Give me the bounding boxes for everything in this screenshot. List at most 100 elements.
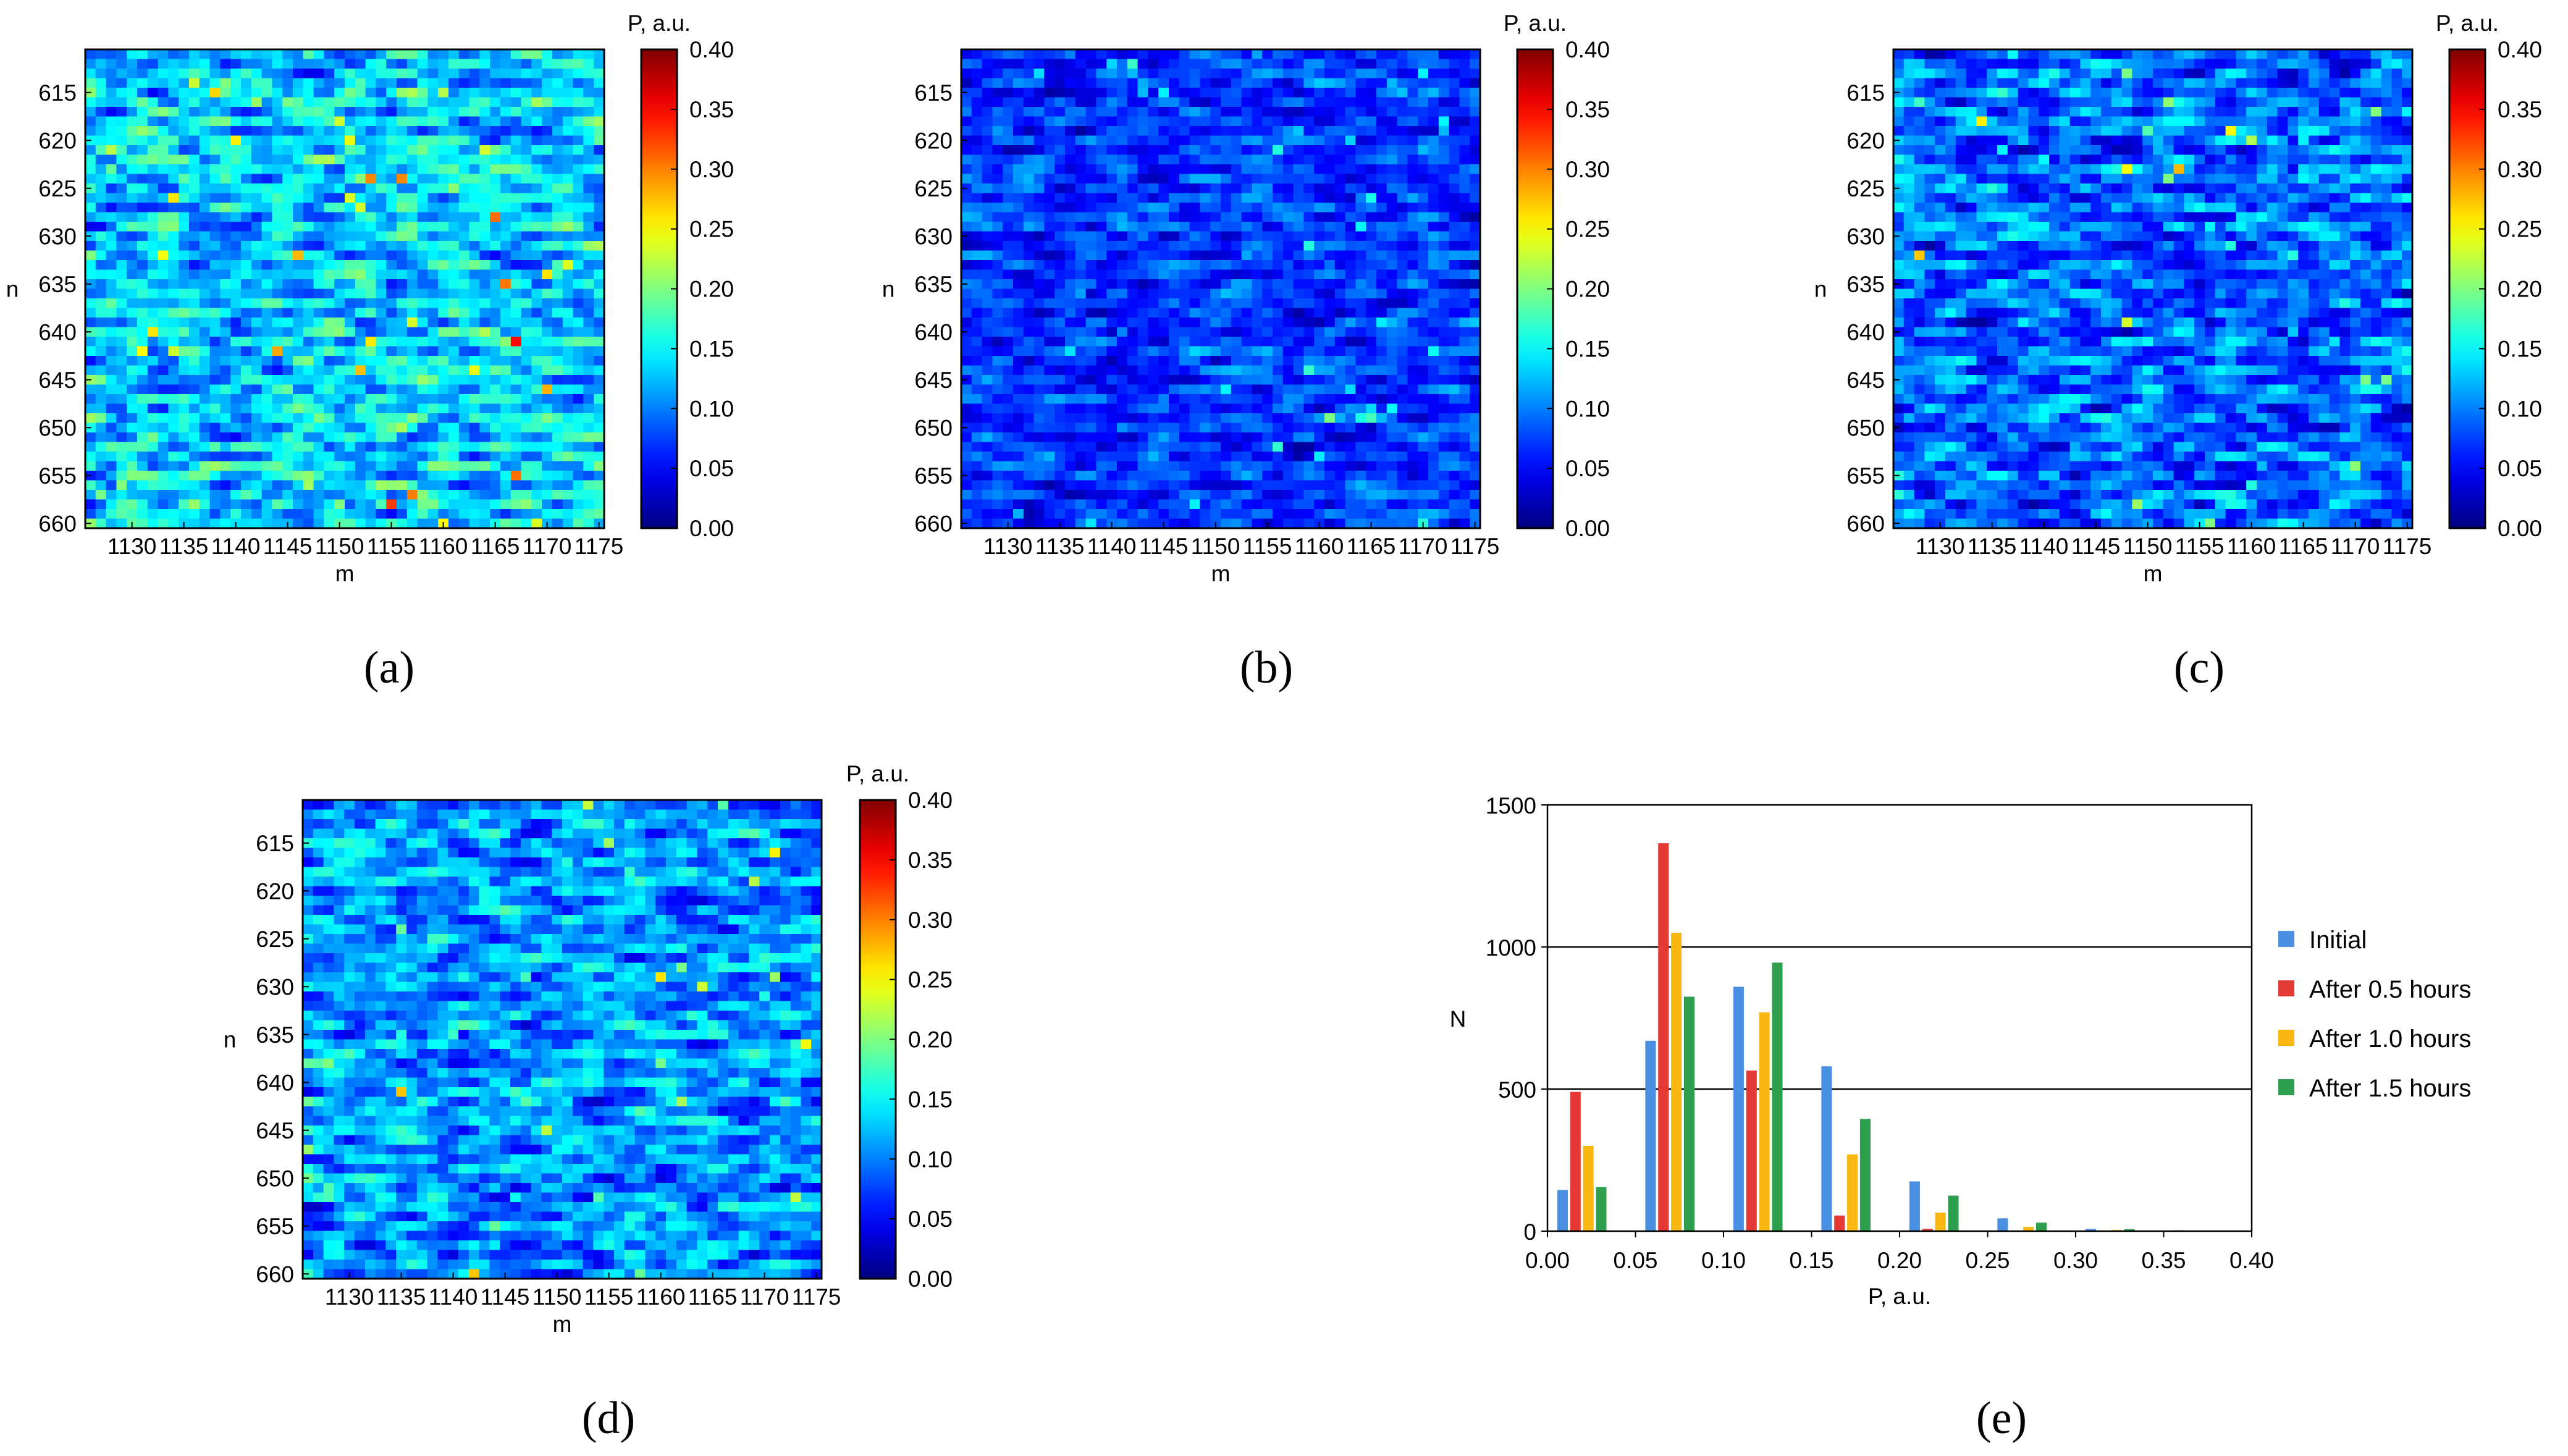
heatmap-cell	[458, 499, 470, 510]
heatmap-cell	[500, 164, 511, 175]
heatmap-cell	[562, 279, 574, 290]
heatmap-cell	[1055, 461, 1066, 471]
heatmap-cell	[334, 174, 345, 184]
heatmap-cell	[1428, 116, 1439, 127]
heatmap-cell	[127, 69, 138, 79]
heatmap-cell	[542, 126, 553, 137]
heatmap-cell	[1221, 394, 1232, 405]
heatmap-cell	[583, 461, 594, 471]
heatmap-cell	[1334, 279, 1346, 290]
heatmap-cell	[500, 480, 511, 490]
heatmap-cell	[1085, 509, 1097, 520]
heatmap-cell	[220, 97, 231, 107]
heatmap-cell	[1106, 126, 1118, 137]
heatmap-cell	[438, 318, 449, 328]
heatmap-cell	[376, 384, 387, 395]
heatmap-cell	[1293, 231, 1304, 242]
heatmap-cell	[1273, 432, 1284, 443]
heatmap-cell	[971, 145, 983, 156]
heatmap-cell	[510, 318, 522, 328]
heatmap-cell	[1345, 164, 1356, 175]
heatmap-cell	[230, 203, 242, 213]
heatmap-cell	[1376, 203, 1387, 213]
heatmap-cell	[158, 154, 169, 165]
heatmap-cell	[961, 394, 972, 405]
heatmap-cell	[417, 298, 428, 309]
heatmap-cell	[1293, 356, 1304, 366]
heatmap-cell	[251, 107, 263, 117]
heatmap-cell	[1282, 461, 1294, 471]
heatmap-cell	[562, 116, 574, 127]
heatmap-cell	[1117, 241, 1128, 251]
heatmap-cell	[562, 203, 574, 213]
heatmap-cell	[1418, 250, 1429, 261]
heatmap-cell	[1221, 356, 1232, 366]
heatmap-cell	[406, 126, 418, 137]
heatmap-cell	[1303, 346, 1315, 356]
heatmap-cell	[1459, 203, 1470, 213]
heatmap-cell	[1200, 250, 1211, 261]
heatmap-cell	[469, 97, 480, 107]
heatmap-cell	[1231, 174, 1242, 184]
heatmap-cell	[531, 88, 542, 98]
heatmap-cell	[1169, 452, 1180, 462]
heatmap-cell	[1345, 318, 1356, 328]
heatmap-cell	[1303, 442, 1315, 452]
heatmap-cell	[1438, 356, 1450, 366]
heatmap-cell	[376, 164, 387, 175]
heatmap-cell	[1470, 346, 1481, 356]
heatmap-cell	[1345, 365, 1356, 376]
heatmap-cell	[127, 164, 138, 175]
heatmap-cell	[510, 442, 522, 452]
heatmap-cell	[179, 97, 190, 107]
heatmap-cell	[1117, 509, 1128, 520]
heatmap-cell	[1366, 145, 1377, 156]
heatmap-cell	[1200, 164, 1211, 175]
heatmap-cell	[406, 116, 418, 127]
heatmap-cell	[1013, 59, 1024, 69]
heatmap-cell	[458, 145, 470, 156]
heatmap-cell	[982, 365, 993, 376]
heatmap-cell	[1366, 241, 1377, 251]
heatmap-cell	[282, 461, 293, 471]
heatmap-cell	[458, 250, 470, 261]
heatmap-cell	[1470, 260, 1481, 271]
heatmap-cell	[1023, 461, 1035, 471]
heatmap-cell	[1407, 394, 1418, 405]
heatmap-cell	[189, 193, 200, 203]
heatmap-cell	[521, 413, 532, 424]
heatmap-cell	[1282, 423, 1294, 433]
heatmap-cell	[209, 356, 221, 366]
heatmap-cell	[573, 203, 584, 213]
heatmap-cell	[1023, 222, 1035, 232]
heatmap-cell	[1397, 423, 1408, 433]
heatmap-cell	[438, 78, 449, 88]
heatmap-cell	[992, 318, 1003, 328]
heatmap-cell	[1459, 346, 1470, 356]
heatmap-cell	[406, 375, 418, 385]
heatmap-cell	[510, 308, 522, 318]
heatmap-cell	[479, 499, 490, 510]
heatmap-cell	[116, 145, 127, 156]
heatmap-cell	[1397, 394, 1408, 405]
heatmap-cell	[438, 384, 449, 395]
heatmap-cell	[573, 346, 584, 356]
heatmap-cell	[189, 49, 200, 60]
heatmap-cell	[261, 135, 272, 146]
panel-caption-e: (e)	[1976, 1393, 2027, 1444]
heatmap-cell	[1075, 250, 1087, 261]
heatmap-cell	[85, 490, 96, 500]
y-tick-label: 630	[38, 224, 77, 249]
heatmap-cell	[1418, 241, 1429, 251]
heatmap-cell	[1345, 403, 1356, 414]
heatmap-cell	[573, 413, 584, 424]
heatmap-cell	[345, 203, 356, 213]
heatmap-cell	[1303, 499, 1315, 510]
y-tick-label: 635	[38, 272, 77, 297]
heatmap-cell	[1376, 423, 1387, 433]
heatmap-cell	[1314, 193, 1325, 203]
heatmap-cell	[1169, 442, 1180, 452]
heatmap-cell	[1085, 471, 1097, 481]
heatmap-cell	[1044, 203, 1055, 213]
heatmap-cell	[992, 250, 1003, 261]
